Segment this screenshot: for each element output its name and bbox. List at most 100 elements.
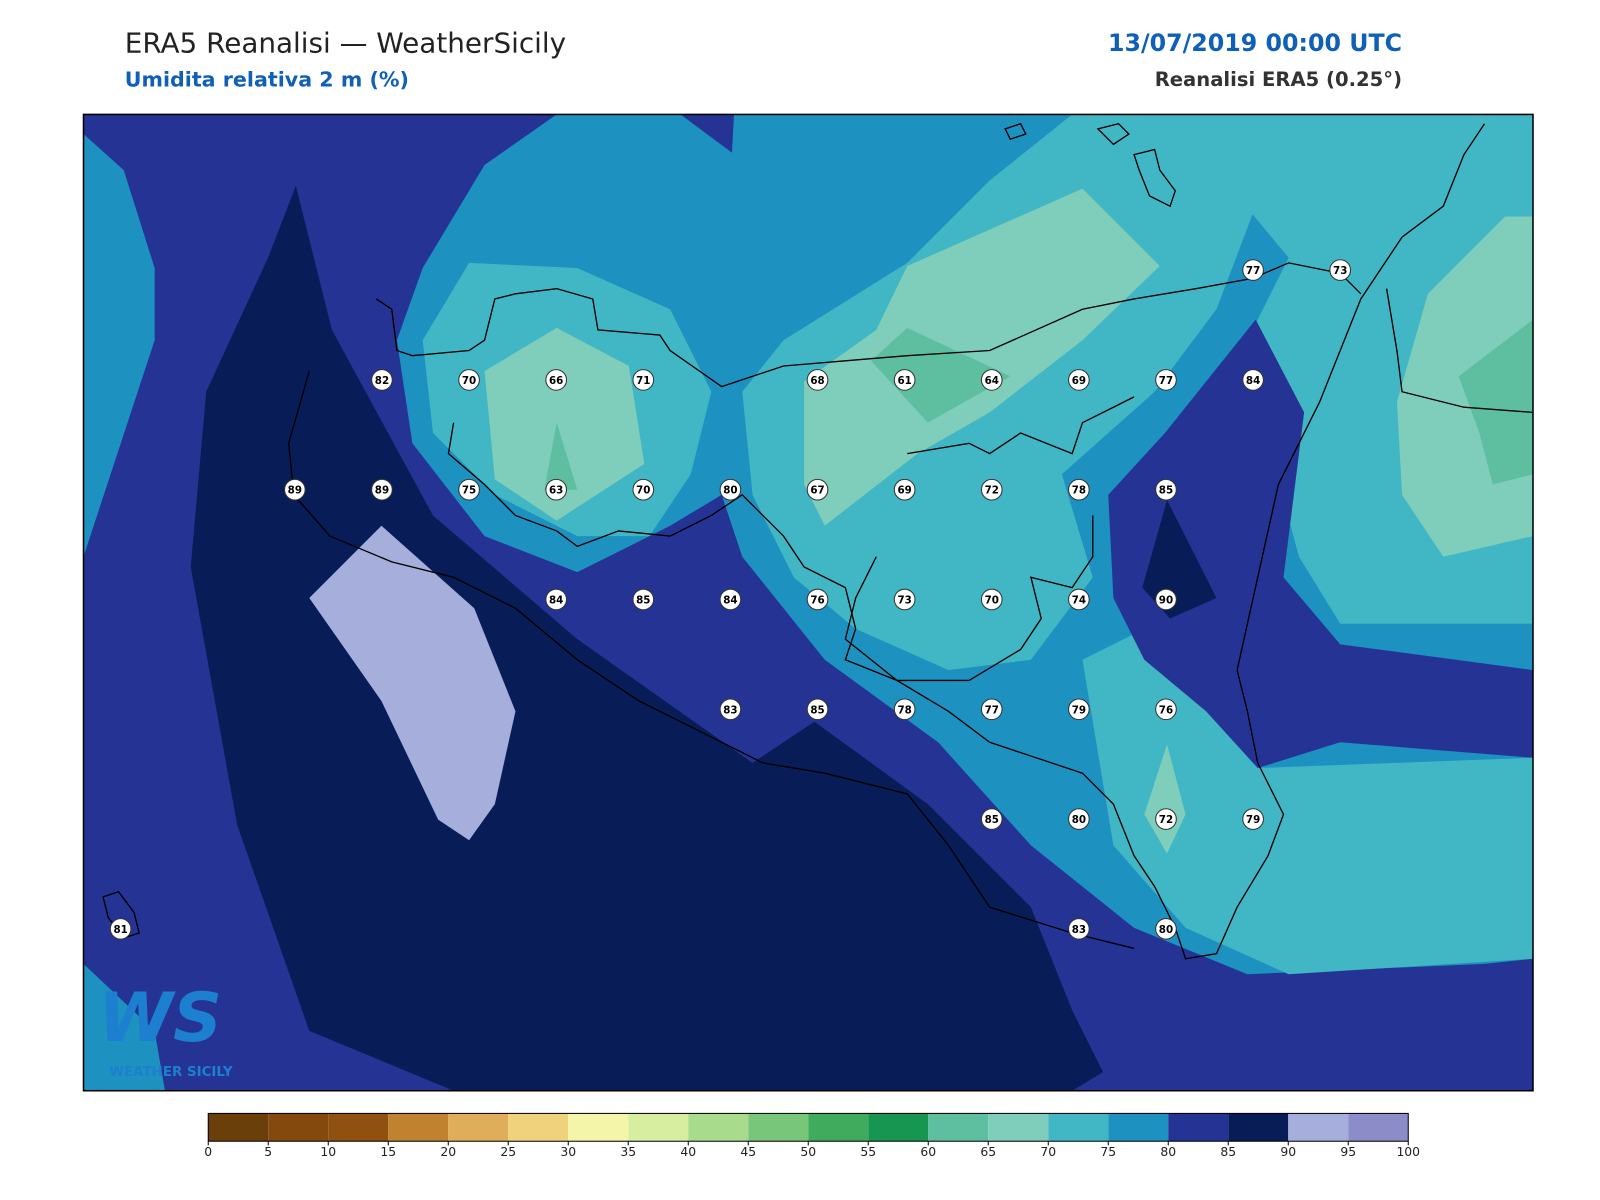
- colorbar-swatch: [1108, 1113, 1169, 1142]
- colorbar-tick-label: 15: [380, 1145, 396, 1159]
- station-value: 77: [985, 704, 999, 716]
- station-value: 78: [1072, 485, 1086, 497]
- colorbar-swatch: [1048, 1113, 1109, 1142]
- map-frame: [82, 113, 1534, 1092]
- station-value: 85: [636, 595, 650, 607]
- station-value: 84: [723, 595, 737, 607]
- station-marker: [1155, 478, 1177, 501]
- station-marker: [980, 369, 1003, 391]
- station-value: 68: [810, 375, 824, 387]
- colorbar-swatch: [988, 1113, 1049, 1142]
- station-marker: [545, 478, 568, 501]
- station-value: 77: [1246, 265, 1260, 277]
- station-marker: [806, 369, 829, 391]
- colorbar-tick-label: 65: [980, 1145, 996, 1159]
- station-marker: [1242, 259, 1264, 281]
- station-value: 73: [1333, 265, 1347, 277]
- datetime: 13/07/2019 00:00 UTC: [1108, 29, 1402, 57]
- station-value: 70: [985, 595, 999, 607]
- station-marker: [893, 369, 916, 391]
- station-value: 90: [1159, 595, 1173, 607]
- colorbar-swatch: [388, 1113, 449, 1142]
- colorbar: 0 5 10 15 20 25 30 35 40 45 50 55 60 65 70 75 80 85 90 95 10…: [204, 1112, 1420, 1159]
- colorbar-swatch: [1288, 1113, 1349, 1142]
- colorbar-swatch: [928, 1113, 989, 1142]
- colorbar-swatch: [868, 1113, 929, 1142]
- colorbar-tick-label: 75: [1100, 1145, 1116, 1159]
- station-value: 89: [375, 485, 389, 497]
- station-value: 72: [1159, 814, 1173, 826]
- station-marker: [719, 698, 742, 721]
- station-value: 66: [549, 375, 563, 387]
- station-marker: [458, 369, 480, 391]
- colorbar-swatch: [568, 1113, 629, 1142]
- station-marker: [980, 808, 1003, 830]
- colorbar-tick-label: 70: [1040, 1145, 1056, 1159]
- station-value: 78: [897, 704, 911, 716]
- logo: WS WEATHER SICILY: [98, 979, 233, 1080]
- station-value: 79: [1246, 814, 1260, 826]
- colorbar-tick-label: 25: [500, 1145, 516, 1159]
- station-value: 70: [636, 485, 650, 497]
- station-value: 80: [723, 485, 737, 497]
- colorbar-tick-label: 50: [800, 1145, 816, 1159]
- station-value: 89: [288, 485, 302, 497]
- station-marker: [545, 588, 568, 611]
- station-marker: [806, 478, 829, 501]
- station-value: 81: [113, 924, 127, 936]
- colorbar-swatch: [1348, 1113, 1409, 1142]
- station-value: 83: [723, 704, 737, 716]
- colorbar-tick-label: 45: [740, 1145, 756, 1159]
- station-marker: [806, 588, 829, 611]
- station-value: 80: [1072, 814, 1086, 826]
- colorbar-tick-label: 80: [1160, 1145, 1176, 1159]
- station-marker: [284, 478, 306, 501]
- station-marker: [632, 588, 655, 611]
- station-value: 84: [1246, 375, 1260, 387]
- colorbar-tick-label: 35: [620, 1145, 636, 1159]
- station-marker: [980, 698, 1003, 721]
- subtitle: Umidita relativa 2 m (%): [125, 67, 409, 91]
- station-value: 82: [375, 375, 389, 387]
- station-marker: [806, 698, 829, 721]
- station-value: 85: [810, 704, 824, 716]
- station-marker: [1155, 918, 1177, 940]
- station-value: 69: [897, 485, 911, 497]
- station-marker: [719, 478, 742, 501]
- station-value: 84: [549, 595, 563, 607]
- station-marker: [1068, 588, 1090, 611]
- station-marker: [545, 369, 568, 391]
- source: Reanalisi ERA5 (0.25°): [1155, 68, 1402, 91]
- station-marker: [980, 588, 1003, 611]
- station-marker: [632, 369, 655, 391]
- station-marker: [1155, 808, 1177, 830]
- stations: 77 73 82 70 66 71 68 61 64 69 77 84 89 89 75 63 70 80 67 69…: [109, 259, 1352, 940]
- station-marker: [109, 918, 132, 940]
- colorbar-tick-label: 30: [560, 1145, 576, 1159]
- station-value: 61: [897, 375, 911, 387]
- logo-text: WEATHER SICILY: [109, 1065, 233, 1080]
- colorbar-swatch: [1228, 1113, 1289, 1142]
- station-value: 80: [1159, 924, 1173, 936]
- colorbar-tick-label: 90: [1280, 1145, 1296, 1159]
- colorbar-swatch: [328, 1113, 389, 1142]
- station-value: 76: [810, 595, 824, 607]
- station-value: 63: [549, 485, 563, 497]
- station-value: 71: [636, 375, 650, 387]
- station-marker: [1068, 808, 1090, 830]
- station-value: 83: [1072, 924, 1086, 936]
- colorbar-tick-label: 5: [264, 1145, 272, 1159]
- logo-mark: WS: [98, 979, 222, 1058]
- station-value: 64: [985, 375, 999, 387]
- colorbar-tick-label: 85: [1220, 1145, 1236, 1159]
- station-marker: [1242, 369, 1264, 391]
- station-marker: [458, 478, 480, 501]
- colorbar-tick-label: 100: [1396, 1145, 1420, 1159]
- station-value: 72: [985, 485, 999, 497]
- station-marker: [719, 588, 742, 611]
- colorbar-tick-label: 20: [440, 1145, 456, 1159]
- station-value: 77: [1159, 375, 1173, 387]
- station-marker: [1068, 698, 1090, 721]
- contours: [83, 114, 1533, 1091]
